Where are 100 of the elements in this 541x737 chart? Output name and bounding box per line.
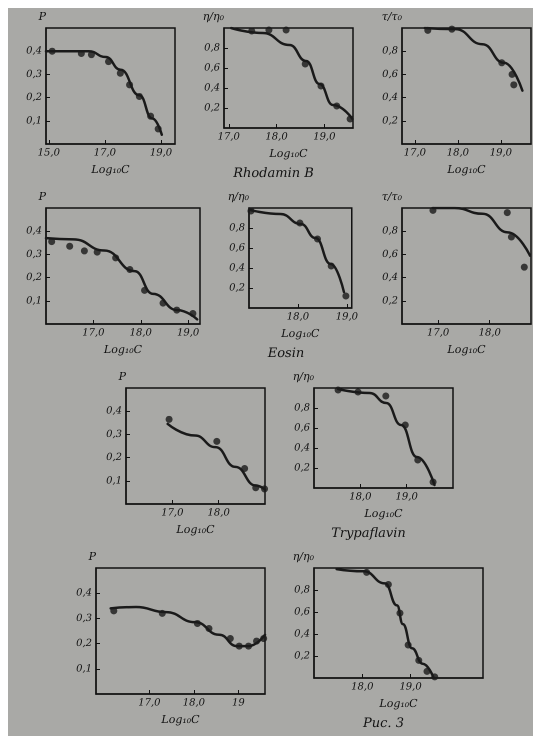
y-tick-label: 0,2 [382, 295, 398, 306]
point [346, 116, 354, 122]
x-axis-title: Log₁₀C [90, 163, 130, 176]
x-tick-label: 19,0 [313, 132, 336, 142]
y-tick-label: 0,4 [294, 628, 310, 640]
x-tick-label: 18,0 [265, 132, 288, 142]
point [363, 568, 370, 576]
y-tick-label: 0,2 [229, 282, 245, 294]
text: Trypaflavin [331, 526, 406, 541]
point [382, 392, 390, 400]
point [141, 286, 148, 294]
point [166, 416, 173, 423]
x-tick-label: 17,0 [426, 328, 450, 338]
x-tick-label: 17,0 [138, 698, 162, 708]
point [112, 254, 120, 262]
point [431, 673, 438, 680]
point [260, 635, 268, 642]
x-tick-label: 18,0 [478, 328, 502, 338]
x-tick-label: 15,0 [38, 148, 61, 158]
x-axis-title: Log₁₀C [378, 697, 418, 710]
point [245, 642, 252, 650]
y-tick-label: 0,4 [382, 92, 398, 104]
y-tick-label: 0,8 [382, 46, 398, 57]
y-axis-title: τ/τ₀ [382, 190, 403, 203]
y-tick-label: 0,3 [106, 428, 122, 440]
y-tick-label: 0,2 [294, 650, 310, 662]
point [354, 388, 362, 396]
y-axis-title: P [38, 190, 47, 203]
y-axis-title: η/η₀ [292, 370, 315, 383]
point [520, 264, 528, 271]
y-tick-label: 0,8 [204, 42, 220, 54]
y-tick-label: 0,4 [204, 82, 220, 94]
x-axis-title: Log₁₀C [280, 327, 320, 340]
y-tick-label: 0,4 [382, 272, 398, 284]
point [116, 70, 124, 77]
x-tick-label: 19,0 [150, 148, 173, 158]
point [147, 112, 154, 120]
x-axis-title: Log₁₀C [363, 507, 404, 520]
y-axis-title: τ/τ₀ [382, 10, 403, 23]
y-axis-title: P [118, 370, 127, 383]
y-tick-label: 0,3 [76, 612, 92, 624]
y-tick-label: 0,2 [204, 102, 220, 114]
x-tick-label: 18,0 [351, 682, 374, 692]
y-tick-label: 0,1 [76, 663, 92, 674]
point [194, 620, 201, 627]
x-axis-title: Log₁₀C [160, 713, 200, 726]
x-tick-label: 19,0 [336, 312, 359, 322]
y-tick-label: 0,6 [204, 62, 221, 74]
point [126, 266, 134, 273]
y-tick-label: 0,2 [106, 452, 122, 464]
point [66, 242, 74, 250]
point [504, 209, 511, 216]
point [334, 386, 342, 394]
point [415, 656, 422, 664]
x-tick-label: 19,0 [177, 328, 200, 338]
y-tick-label: 0,6 [294, 606, 311, 618]
y-tick-label: 0,6 [294, 422, 311, 434]
point [430, 478, 437, 486]
y-tick-label: 0,6 [382, 68, 399, 80]
y-tick-label: 0,1 [106, 475, 122, 486]
y-tick-label: 0,4 [76, 588, 92, 599]
point [126, 81, 134, 88]
y-tick-label: 0,4 [26, 226, 42, 237]
y-tick-label: 0,2 [294, 462, 310, 474]
point [296, 220, 304, 226]
y-tick-label: 0,6 [382, 248, 399, 260]
y-axis-title: η/η₀ [292, 550, 315, 563]
y-tick-label: 0,4 [229, 262, 245, 274]
point [226, 635, 234, 642]
point [414, 456, 422, 464]
point [333, 102, 340, 110]
point [282, 26, 290, 34]
x-axis-title: Log₁₀C [102, 343, 143, 356]
x-axis-title: Log₁₀C [175, 523, 216, 536]
y-tick-label: 0,2 [26, 92, 42, 104]
x-tick-label: 17,0 [94, 148, 117, 158]
y-axis-title: η/η₀ [202, 10, 225, 23]
point [252, 484, 260, 492]
point [213, 438, 220, 445]
x-tick-label: 17,0 [161, 508, 184, 518]
x-axis-title: Log₁₀C [446, 343, 486, 356]
point [154, 125, 162, 132]
point [384, 581, 392, 588]
x-tick-label: 19,0 [490, 148, 513, 158]
x-tick-label: 18,0 [182, 698, 206, 708]
y-axis-title: P [88, 550, 97, 563]
x-axis-title: Log₁₀C [446, 163, 486, 176]
point [328, 262, 335, 270]
point [261, 485, 268, 492]
point [429, 206, 436, 214]
point [510, 81, 518, 88]
point [342, 292, 350, 300]
x-tick-label: 18,0 [446, 148, 470, 158]
point [508, 70, 516, 78]
point [424, 26, 432, 34]
point [498, 59, 506, 66]
point [94, 248, 101, 256]
x-tick-label: 17,0 [218, 132, 241, 142]
point [448, 26, 456, 33]
point [423, 668, 430, 675]
